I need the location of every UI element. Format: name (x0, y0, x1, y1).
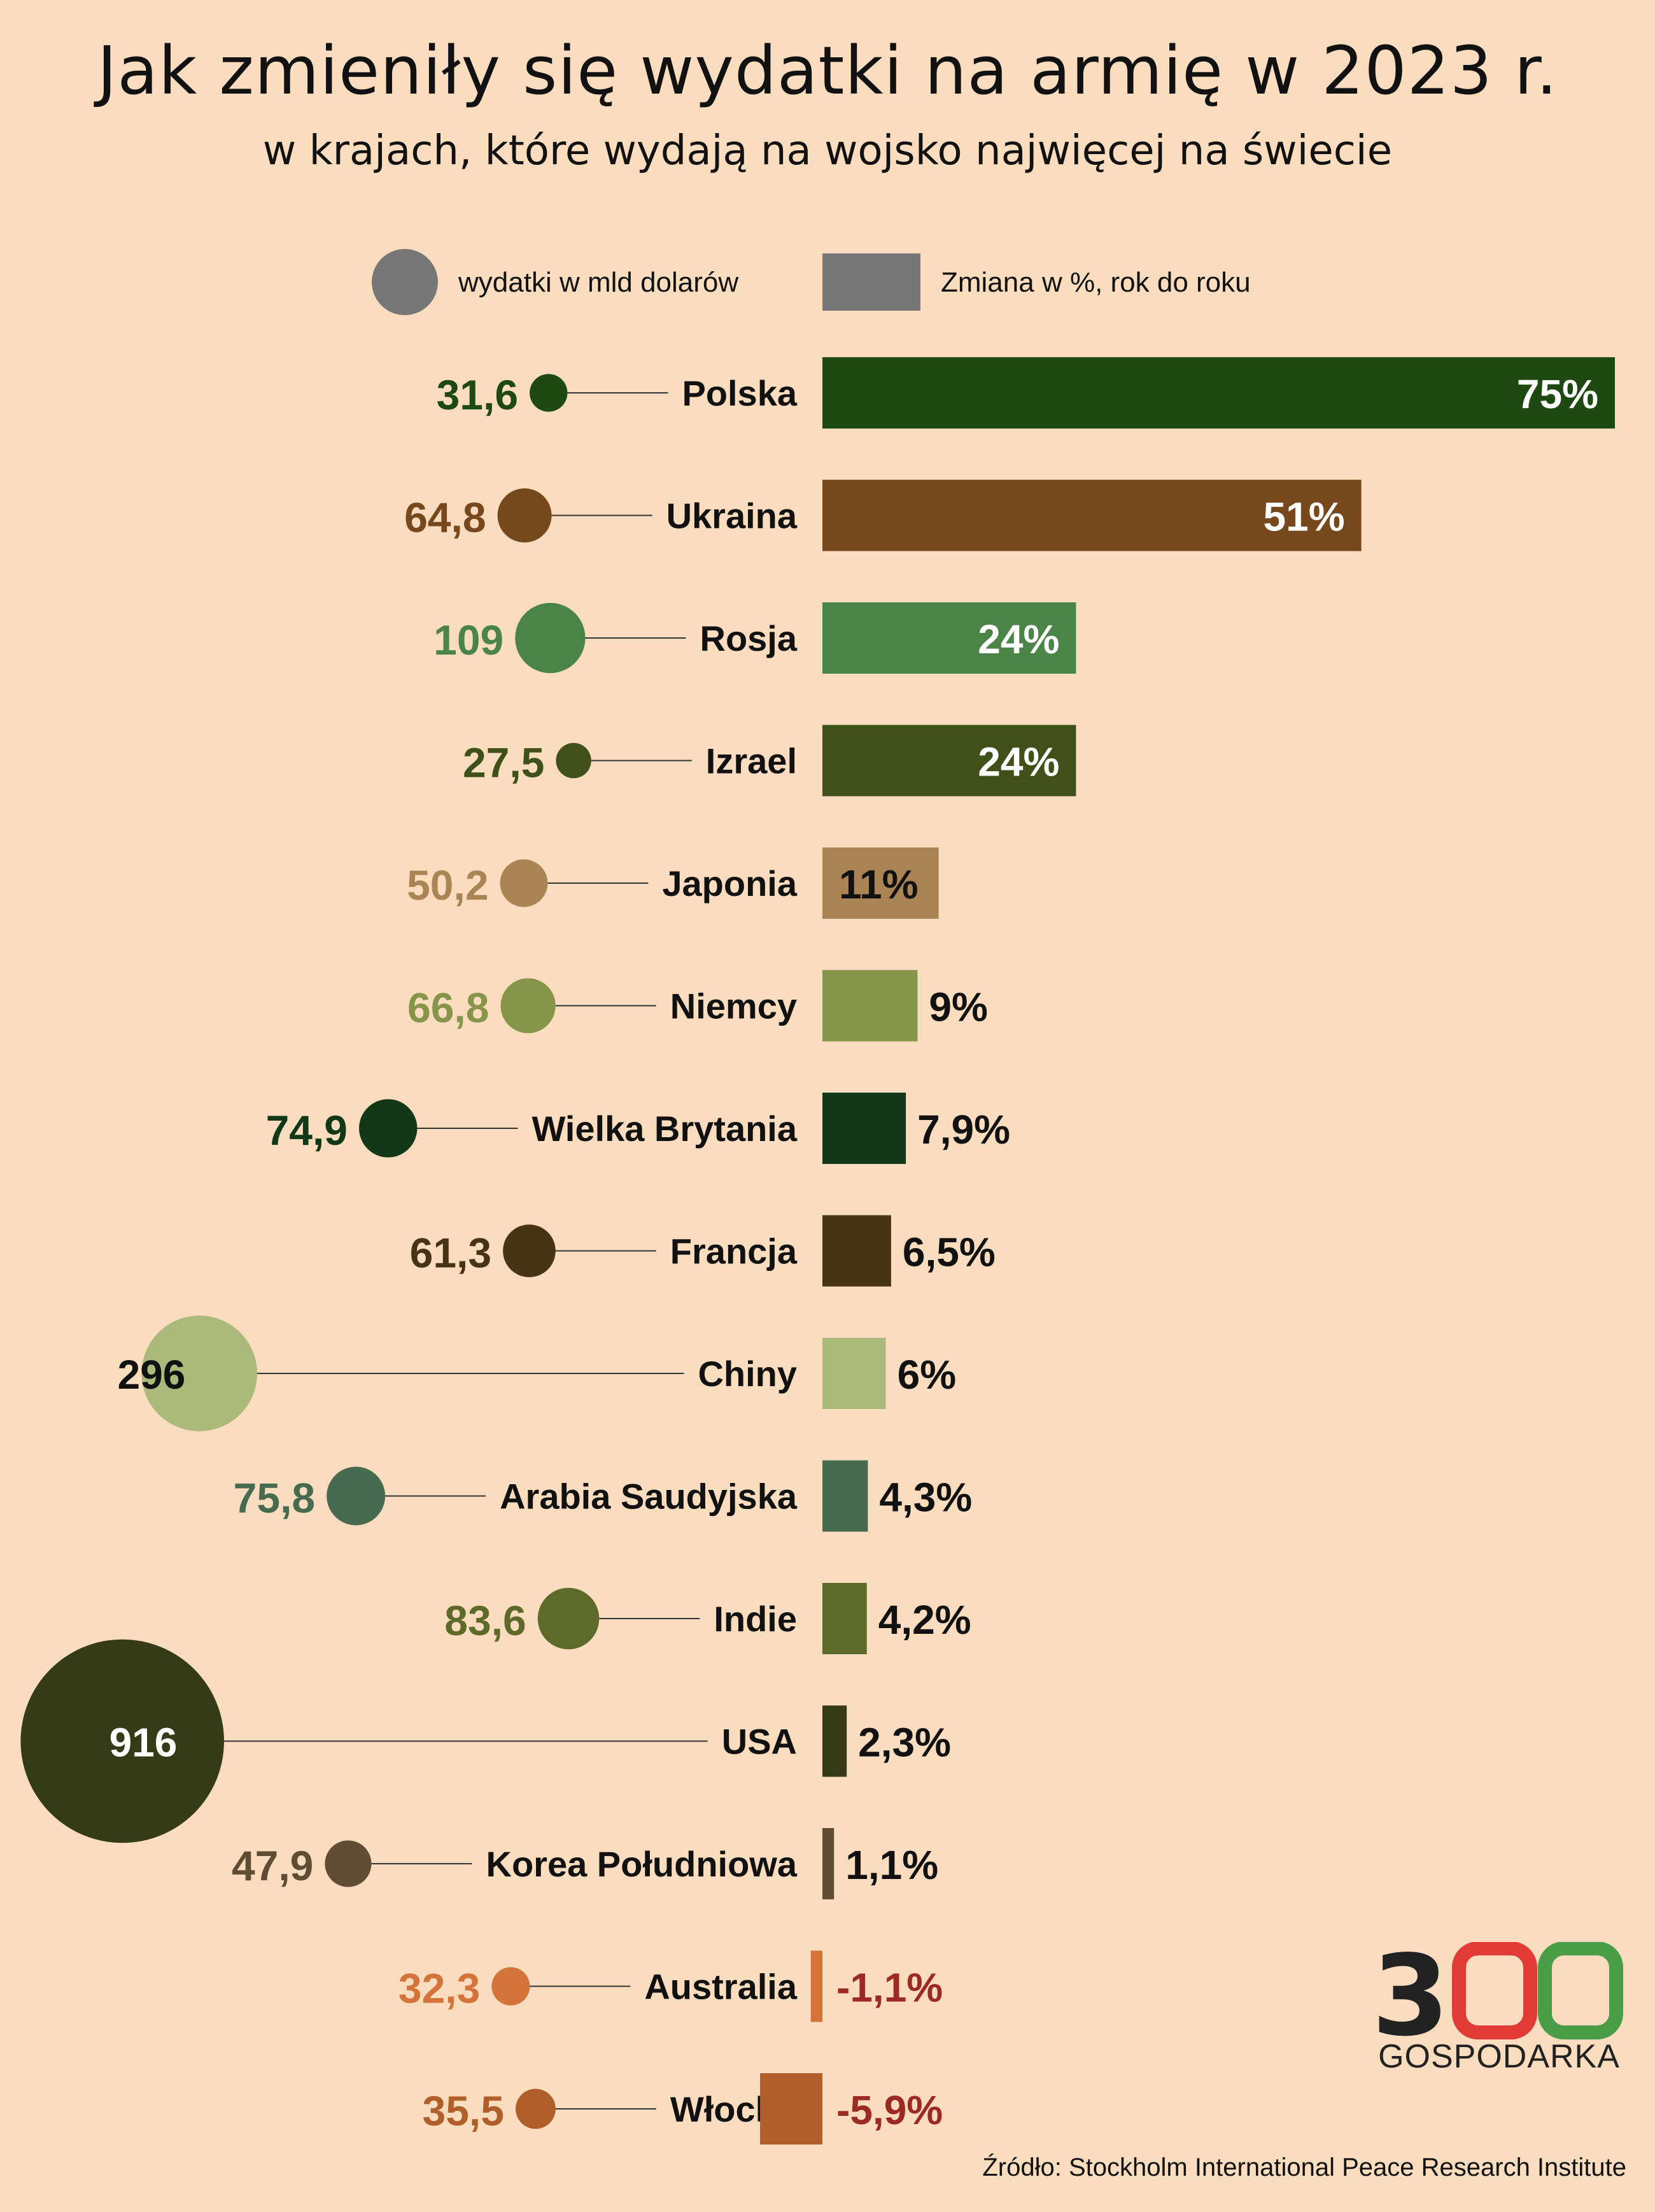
spending-label-5: 66,8 (407, 984, 489, 1032)
change-bar-4 (822, 847, 939, 919)
spending-label-9: 75,8 (234, 1475, 315, 1522)
spending-label-4: 50,2 (407, 861, 488, 909)
change-bar-2 (822, 602, 1076, 674)
spending-bubble-0 (530, 374, 568, 412)
country-label-2: Rosja (700, 618, 798, 658)
change-label-2: 24% (978, 616, 1059, 662)
spending-bubble-6 (359, 1099, 418, 1158)
logo-zero-green (1538, 1942, 1623, 2039)
change-label-10: 4,2% (878, 1597, 971, 1643)
country-label-12: Korea Południowa (486, 1844, 798, 1884)
logo-word: GOSPODARKA (1378, 2038, 1620, 2075)
spending-bubble-14 (515, 2088, 556, 2129)
spending-label-2: 109 (433, 616, 504, 663)
country-label-4: Japonia (662, 863, 797, 904)
spending-label-14: 35,5 (422, 2087, 504, 2134)
spending-label-7: 61,3 (410, 1230, 491, 1277)
legend-bar-icon (822, 253, 920, 311)
country-label-6: Wielka Brytania (532, 1109, 797, 1149)
country-label-9: Arabia Saudyjska (500, 1477, 798, 1517)
chart-title: Jak zmieniły się wydatki na armię w 2023… (97, 32, 1558, 110)
change-label-9: 4,3% (879, 1475, 972, 1521)
change-label-12: 1,1% (845, 1842, 938, 1888)
spending-bubble-13 (491, 1967, 530, 2006)
change-label-11: 2,3% (858, 1720, 951, 1766)
change-bar-3 (822, 725, 1076, 797)
change-bar-7 (822, 1215, 891, 1287)
legend-change-label: Zmiana w %, rok do roku (941, 267, 1251, 298)
change-bar-9 (822, 1460, 868, 1532)
country-label-7: Francja (670, 1231, 798, 1272)
spending-bubble-8 (141, 1315, 257, 1431)
spending-label-3: 27,5 (463, 739, 544, 786)
country-label-13: Australia (644, 1967, 797, 2007)
change-bar-6 (822, 1093, 906, 1164)
spending-label-13: 32,3 (398, 1965, 480, 2012)
change-bar-10 (822, 1583, 867, 1654)
change-label-4: 11% (839, 861, 919, 907)
country-label-1: Ukraina (666, 496, 798, 536)
spending-label-6: 74,9 (266, 1107, 348, 1154)
change-bar-14 (760, 2073, 822, 2145)
spending-bubble-3 (556, 742, 591, 779)
spending-bubble-9 (327, 1466, 386, 1526)
legend-spending-label: wydatki w mld dolarów (458, 267, 738, 298)
spending-bubble-12 (325, 1840, 372, 1887)
logo-300: 3 (1372, 1942, 1623, 2061)
change-label-13: -1,1% (836, 1965, 943, 2011)
change-bar-12 (822, 1828, 835, 1899)
change-label-7: 6,5% (903, 1230, 996, 1275)
change-bar-1 (822, 479, 1362, 551)
spending-bubble-5 (500, 978, 556, 1033)
legend-circle-icon (372, 249, 438, 315)
chart-subtitle: w krajach, które wydają na wojsko najwię… (262, 127, 1393, 174)
change-label-5: 9% (929, 984, 988, 1030)
spending-bubble-4 (500, 859, 548, 907)
change-bar-8 (822, 1338, 886, 1409)
source-note: Źródło: Stockholm International Peace Re… (982, 2153, 1626, 2181)
country-label-5: Niemcy (670, 986, 797, 1026)
country-label-3: Izrael (706, 741, 797, 781)
spending-label-11: 916 (109, 1720, 178, 1766)
country-label-8: Chiny (698, 1354, 797, 1394)
change-label-3: 24% (978, 739, 1059, 785)
change-bar-13 (810, 1950, 822, 2022)
spending-bubble-2 (515, 602, 586, 674)
spending-bubble-7 (503, 1224, 556, 1277)
spending-label-1: 64,8 (404, 494, 486, 541)
logo-digit-3: 3 (1372, 1942, 1449, 2061)
country-label-11: USA (722, 1722, 797, 1762)
change-label-1: 51% (1264, 494, 1345, 540)
change-bar-5 (822, 970, 918, 1042)
spending-bubble-10 (537, 1587, 600, 1650)
change-bar-11 (822, 1705, 847, 1777)
country-label-0: Polska (682, 373, 797, 413)
change-label-6: 7,9% (917, 1107, 1010, 1152)
spending-label-12: 47,9 (232, 1842, 313, 1889)
spending-label-0: 31,6 (437, 371, 518, 418)
spending-bubble-1 (497, 488, 552, 543)
change-label-8: 6% (898, 1352, 957, 1398)
spending-bubble-11 (20, 1639, 224, 1843)
change-bar-0 (822, 357, 1615, 429)
spending-label-8: 296 (118, 1352, 186, 1398)
logo-zero-red (1452, 1942, 1537, 2039)
spending-label-10: 83,6 (444, 1597, 526, 1644)
country-label-10: Indie (714, 1599, 797, 1639)
change-label-0: 75% (1517, 371, 1598, 417)
change-label-14: -5,9% (836, 2087, 943, 2133)
